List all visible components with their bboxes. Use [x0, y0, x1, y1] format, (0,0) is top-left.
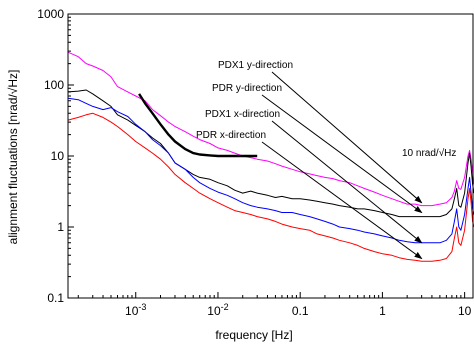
- series-line-10-nrad-hz: [139, 94, 257, 156]
- y-tick-label: 100: [44, 78, 64, 92]
- annotation-layer: PDX1 y-direction PDR y-direction PDX1 x-di…: [196, 60, 456, 259]
- x-tick-label: 10-3: [125, 302, 146, 318]
- annotation-arrow: [272, 121, 422, 243]
- x-tick-label: 10-2: [207, 302, 228, 318]
- series-line-pdr-x-direction: [68, 113, 474, 261]
- x-tick-label: 0.1: [292, 304, 309, 318]
- x-axis-label: frequency [Hz]: [215, 328, 292, 342]
- x-tick-label: 10: [458, 304, 472, 318]
- y-tick-label: 1: [57, 220, 64, 234]
- annotation-label: PDX1 y-direction: [218, 60, 293, 71]
- series-line-pdx1-y-direction: [68, 52, 474, 205]
- axes-layer: 0.1 1 10 100 1000 10-3 10-2 0.1 1 10: [37, 7, 473, 318]
- y-tick-label: 10: [51, 149, 65, 163]
- y-axis-label: alignment fluctuations [nrad/√Hz]: [6, 70, 20, 245]
- x-tick-label: 1: [379, 304, 386, 318]
- annotation-label: 10 nrad/√Hz: [402, 147, 456, 159]
- y-tick-label: 0.1: [47, 291, 64, 305]
- y-tick-label: 1000: [37, 7, 64, 21]
- annotation-label: PDR y-direction: [212, 83, 282, 94]
- annotation-arrow: [272, 72, 422, 203]
- annotation-arrow: [262, 95, 422, 213]
- annotation-label: PDR x-direction: [196, 130, 266, 141]
- annotation-label: PDX1 x-direction: [205, 109, 280, 120]
